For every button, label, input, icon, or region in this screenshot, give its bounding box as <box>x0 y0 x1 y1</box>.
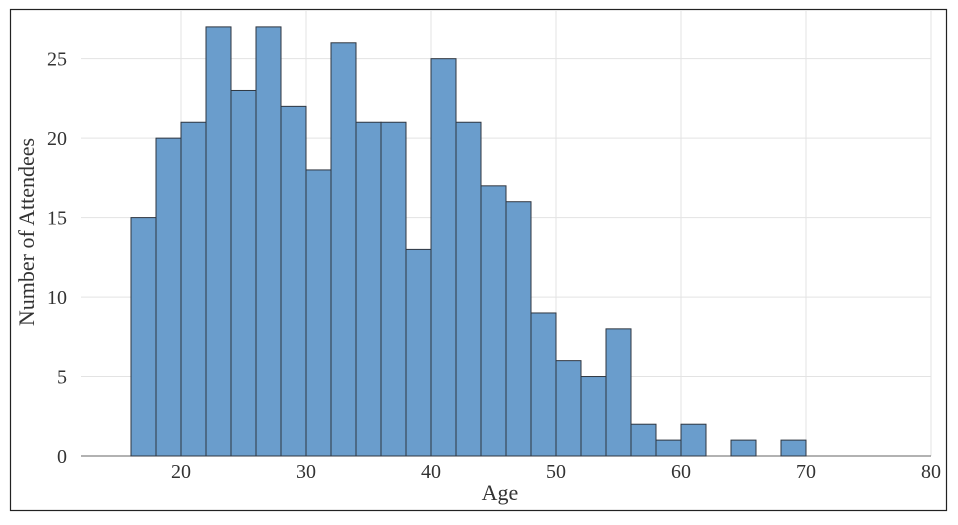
histogram-bar <box>780 439 807 457</box>
histogram-bar <box>605 328 632 457</box>
x-axis-title: Age <box>482 480 519 505</box>
histogram-bar <box>330 42 357 457</box>
histogram-bar <box>405 248 432 457</box>
y-tick-labels: 0 5 10 15 20 25 <box>47 49 67 468</box>
histogram-bar <box>205 26 232 457</box>
histogram-bar <box>280 105 307 457</box>
histogram-bar <box>180 121 207 457</box>
histogram-bar <box>380 121 407 457</box>
x-tick-label: 40 <box>421 461 441 483</box>
y-tick-label: 15 <box>47 208 67 230</box>
histogram-bar <box>680 423 707 457</box>
histogram-bar <box>730 439 757 457</box>
histogram-bar <box>305 169 332 457</box>
y-tick-label: 20 <box>47 128 67 150</box>
x-tick-label: 20 <box>171 461 191 483</box>
histogram-bar <box>130 217 157 457</box>
x-tick-label: 50 <box>546 461 566 483</box>
y-axis-title: Number of Attendees <box>14 138 39 326</box>
x-tick-labels: 20 30 40 50 60 70 80 <box>171 461 941 483</box>
outer-frame <box>9 8 948 512</box>
histogram-bar <box>455 121 482 457</box>
histogram-bar <box>580 376 607 457</box>
y-tick-label: 0 <box>57 446 67 468</box>
histogram-bar <box>655 439 682 457</box>
y-tick-label: 10 <box>47 287 67 309</box>
histogram-bar <box>255 26 282 457</box>
bars <box>130 26 807 457</box>
histogram-bar <box>430 58 457 457</box>
histogram-bar <box>530 312 557 457</box>
x-tick-label: 60 <box>671 461 691 483</box>
x-tick-label: 30 <box>296 461 316 483</box>
y-tick-label: 5 <box>57 367 67 389</box>
x-tick-label: 70 <box>796 461 816 483</box>
histogram-bar <box>505 201 532 457</box>
histogram-bar <box>155 137 182 457</box>
y-tick-label: 25 <box>47 49 67 71</box>
histogram-bar <box>555 360 582 457</box>
x-tick-label: 80 <box>921 461 941 483</box>
histogram-bar <box>355 121 382 457</box>
histogram-bar <box>230 89 257 457</box>
histogram-bar <box>480 185 507 457</box>
histogram-bar <box>630 423 657 457</box>
